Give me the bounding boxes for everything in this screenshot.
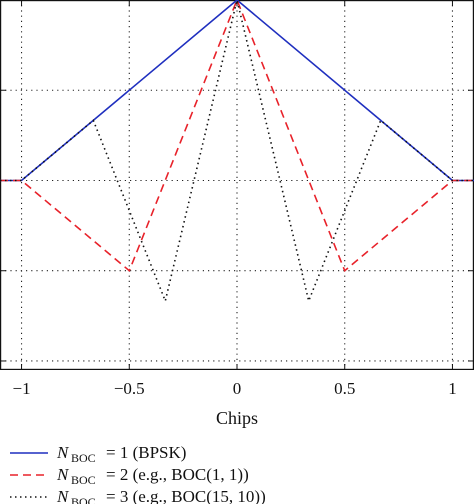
legend-label-2: = 3 (e.g., BOC(15, 10)) xyxy=(106,487,266,504)
x-tick-label-3: 0.5 xyxy=(334,379,355,398)
x-axis-label: Chips xyxy=(216,408,258,428)
x-tick-label-4: 1 xyxy=(448,379,457,398)
legend: N BOC = 1 (BPSK)N BOC = 2 (e.g., BOC(1, 1))N… xyxy=(10,443,266,504)
legend-symbol-0: N xyxy=(56,443,70,462)
legend-symbol-2: N xyxy=(56,487,70,504)
grid xyxy=(0,0,474,370)
legend-subscript-0: BOC xyxy=(71,451,96,465)
plot-frame xyxy=(0,0,474,370)
legend-label-0: = 1 (BPSK) xyxy=(106,443,186,462)
legend-symbol-1: N xyxy=(56,465,70,484)
x-tick-label-0: −1 xyxy=(12,379,30,398)
legend-subscript-2: BOC xyxy=(71,495,96,504)
x-tick-label-2: 0 xyxy=(233,379,242,398)
series xyxy=(0,0,474,304)
legend-label-1: = 2 (e.g., BOC(1, 1)) xyxy=(106,465,249,484)
legend-subscript-1: BOC xyxy=(71,473,96,487)
x-tick-label-1: −0.5 xyxy=(114,379,145,398)
